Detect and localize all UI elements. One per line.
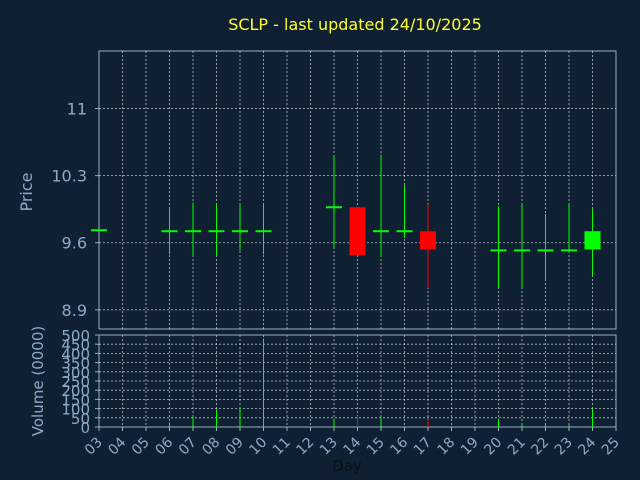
price-axis-label: Price bbox=[17, 172, 36, 211]
volume-tick-label: 400 bbox=[61, 345, 90, 363]
volume-tick-label: 500 bbox=[61, 327, 90, 345]
volume-tick-label: 350 bbox=[61, 355, 90, 373]
price-panel: 11 10.3 9.6 8.9 bbox=[51, 50, 617, 330]
volume-tick-label: 100 bbox=[61, 401, 90, 419]
volume-tick-label: 200 bbox=[61, 382, 90, 400]
volume-tick-label: 50 bbox=[71, 410, 90, 428]
price-tick-label: 11 bbox=[67, 100, 87, 119]
price-tick-label: 9.6 bbox=[62, 234, 87, 253]
candle-body bbox=[349, 207, 366, 256]
price-tick-label: 8.9 bbox=[62, 301, 87, 320]
chart-title: SCLP - last updated 24/10/2025 bbox=[228, 15, 482, 34]
volume-tick-label: 450 bbox=[61, 336, 90, 354]
candle-body bbox=[420, 231, 436, 250]
volume-tick-label: 150 bbox=[61, 391, 90, 409]
candle-body bbox=[584, 231, 601, 250]
volume-axis-label: Volume (0000) bbox=[29, 326, 47, 436]
price-tick-label: 10.3 bbox=[51, 167, 87, 186]
x-axis-label: Day bbox=[332, 457, 362, 475]
volume-panel: 03 04 05 06 07 08 09 10 11 12 13 14 15 16 17 18 19 20 21 22… bbox=[61, 327, 622, 458]
volume-tick-label: 300 bbox=[61, 364, 90, 382]
volume-tick-label: 250 bbox=[61, 373, 90, 391]
volume-tick-label: 0 bbox=[80, 419, 90, 437]
